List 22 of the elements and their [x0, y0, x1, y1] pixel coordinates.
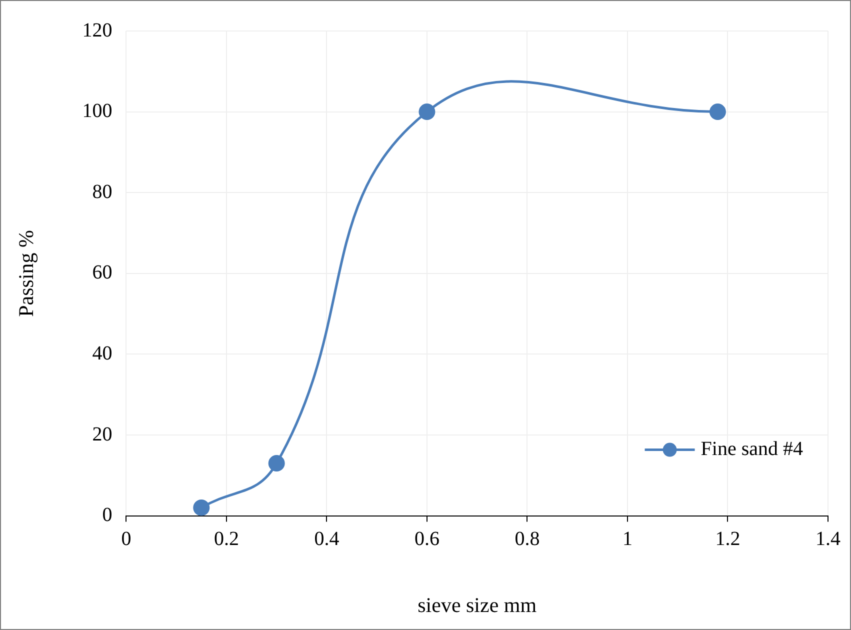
y-tick-label: 20 — [92, 423, 112, 446]
y-tick-label: 80 — [92, 180, 112, 203]
y-tick-label: 100 — [82, 100, 112, 122]
x-tick-label: 0.6 — [414, 528, 440, 550]
x-tick-label: 0.2 — [214, 528, 239, 550]
y-axis-title: Passing % — [14, 230, 38, 317]
x-tick-label: 1 — [622, 528, 632, 550]
x-tick-label: 0.4 — [314, 528, 340, 550]
x-tick-label: 0 — [121, 528, 132, 550]
y-tick-label: 60 — [92, 262, 112, 284]
x-tick-label: 1.4 — [816, 528, 840, 550]
point — [193, 499, 210, 516]
x-tick-label: 0.8 — [514, 528, 540, 550]
point — [418, 104, 436, 120]
y-tick-label: 40 — [92, 342, 112, 364]
x-tick-label: 1.2 — [715, 528, 740, 550]
y-tick-label: 120 — [82, 19, 112, 42]
point — [268, 455, 285, 472]
point — [709, 104, 726, 120]
legend-label: Fine sand #4 — [700, 438, 803, 460]
y-tick-label: 0 — [102, 504, 112, 526]
x-axis-title: sieve size mm — [418, 592, 537, 617]
